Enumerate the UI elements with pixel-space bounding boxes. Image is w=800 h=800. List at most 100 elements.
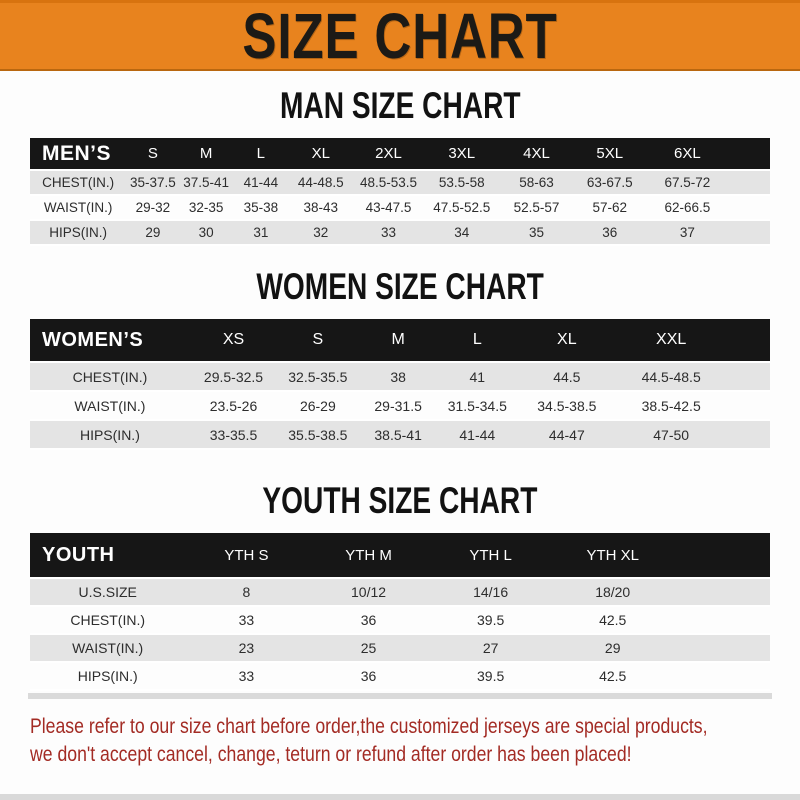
measurement-row-label: HIPS(IN.) (77, 668, 138, 684)
row-spacer (726, 362, 770, 391)
size-value-cell: 29.5-32.5 (203, 368, 264, 385)
size-value-cell: 14/16 (473, 584, 509, 600)
size-table: YOUTH YTH S YTH M YTH L YTH XL U.S.SIZE 8 10/1… (30, 533, 770, 691)
size-value-cell: 26-29 (299, 397, 336, 414)
size-value-cell: 57-62 (592, 200, 627, 215)
measurement-row-label: CHEST(IN.) (70, 612, 146, 628)
size-value-cell: 62-66.5 (664, 200, 711, 215)
size-value-cell: 41-44 (243, 175, 279, 190)
section-heading-text: YOUTH SIZE CHART (262, 480, 538, 521)
size-column-header: 5XL (596, 145, 624, 162)
size-value-cell: 47.5-52.5 (433, 200, 491, 215)
size-column-header: S (147, 145, 158, 162)
size-value-cell: 35-38 (243, 200, 279, 215)
size-value-cell: 36 (360, 668, 377, 684)
size-value-cell: 38 (390, 368, 406, 385)
women-size-chart-section: WOMEN SIZE CHART WOMEN’S XS S M L XL XXL CHEST… (0, 268, 800, 450)
size-value-cell: 48.5-53.5 (359, 175, 417, 190)
size-value-cell: 32.5-35.5 (288, 368, 348, 385)
size-value-cell: 67.5-72 (664, 175, 711, 190)
youth-size-chart-section: YOUTH SIZE CHART YOUTH YTH S YTH M YTH L YTH… (0, 482, 800, 699)
banner-title: SIZE CHART (242, 0, 558, 72)
row-spacer (674, 662, 770, 690)
size-value-cell: 35.5-38.5 (288, 426, 348, 443)
size-value-cell: 38-43 (303, 200, 339, 215)
section-heading: YOUTH SIZE CHART (0, 482, 800, 520)
measurement-row-label: HIPS(IN.) (49, 225, 107, 240)
measurement-row: HIPS(IN.) 29 30 31 32 33 34 35 36 37 (30, 220, 770, 245)
size-value-cell: 42.5 (599, 668, 627, 684)
section-heading: MAN SIZE CHART (0, 87, 800, 125)
size-column-header: L (472, 331, 482, 348)
size-column-header: 3XL (448, 145, 476, 162)
row-spacer (729, 220, 770, 245)
youth-table-title: YOUTH (42, 543, 115, 566)
section-heading-text: WOMEN SIZE CHART (256, 266, 544, 307)
banner: SIZE CHART (0, 0, 800, 71)
measurement-row-label: U.S.SIZE (78, 584, 137, 600)
row-spacer (674, 578, 770, 606)
size-value-cell: 37 (679, 225, 695, 240)
size-column-header: XS (222, 331, 245, 348)
size-value-cell: 38.5-41 (374, 426, 422, 443)
size-value-cell: 25 (360, 640, 377, 656)
size-column-header: XL (311, 145, 330, 162)
row-spacer (729, 195, 770, 220)
section-heading-text: MAN SIZE CHART (279, 85, 521, 126)
size-value-cell: 52.5-57 (513, 200, 560, 215)
row-spacer (729, 170, 770, 195)
measurement-row-label: CHEST(IN.) (72, 368, 148, 385)
size-value-cell: 32-35 (188, 200, 224, 215)
size-value-cell: 33 (380, 225, 396, 240)
size-value-cell: 39.5 (477, 668, 505, 684)
size-value-cell: 47-50 (653, 426, 690, 443)
size-table: MEN’S S M L XL 2XL 3XL 4XL 5XL 6XL CHEST(IN.) 35-3… (30, 138, 770, 246)
size-value-cell: 32 (313, 225, 329, 240)
size-value-cell: 44-47 (548, 426, 585, 443)
measurement-row: U.S.SIZE 8 10/12 14/16 18/20 (30, 578, 770, 606)
size-value-cell: 63-67.5 (586, 175, 633, 190)
table-bottom-strip (28, 693, 772, 699)
size-table: WOMEN’S XS S M L XL XXL CHEST(IN.) 29.5-32.5 32.… (30, 319, 770, 450)
size-value-cell: 23.5-26 (209, 397, 258, 414)
size-value-cell: 29 (604, 640, 621, 656)
size-value-cell: 39.5 (477, 612, 505, 628)
size-column-header: M (199, 145, 213, 162)
size-value-cell: 42.5 (599, 612, 627, 628)
notice-line-1: Please refer to our size chart before or… (30, 715, 708, 738)
size-value-cell: 44.5-48.5 (641, 368, 701, 385)
measurement-row-label: WAIST(IN.) (74, 397, 146, 414)
measurement-row: WAIST(IN.) 29-32 32-35 35-38 38-43 43-47.5 47.… (30, 195, 770, 220)
header-spacer (729, 138, 770, 170)
size-value-cell: 34 (454, 225, 470, 240)
header-spacer (674, 533, 770, 578)
size-value-cell: 37.5-41 (183, 175, 229, 190)
men-table-title: MEN’S (42, 141, 112, 165)
size-value-cell: 29-32 (135, 200, 171, 215)
order-notice: Please refer to our size chart before or… (30, 713, 800, 769)
size-chart-sections: MAN SIZE CHART MEN’S S M L XL 2XL 3XL 4XL 5XL 6XL… (0, 87, 800, 699)
row-spacer (674, 634, 770, 662)
size-value-cell: 27 (482, 640, 499, 656)
size-value-cell: 29-31.5 (374, 397, 422, 414)
size-value-cell: 41-44 (459, 426, 496, 443)
measurement-row: CHEST(IN.) 29.5-32.5 32.5-35.5 38 41 44.5 44.5… (30, 362, 770, 391)
size-value-cell: 29 (145, 225, 161, 240)
measurement-row-label: HIPS(IN.) (79, 426, 140, 443)
size-value-cell: 53.5-58 (438, 175, 485, 190)
size-value-cell: 38.5-42.5 (641, 397, 701, 414)
size-value-cell: 44.5 (553, 368, 581, 385)
measurement-row: HIPS(IN.) 33 36 39.5 42.5 (30, 662, 770, 690)
size-value-cell: 8 (242, 584, 251, 600)
size-column-header: 2XL (375, 145, 402, 162)
size-value-cell: 33 (238, 612, 255, 628)
row-spacer (726, 391, 770, 420)
size-value-cell: 41 (469, 368, 486, 385)
women-table-title: WOMEN’S (42, 328, 144, 351)
bottom-strip (0, 794, 800, 800)
size-column-header: XXL (656, 331, 687, 348)
size-header-row: WOMEN’S XS S M L XL XXL (30, 319, 770, 362)
size-value-cell: 36 (602, 225, 618, 240)
measurement-row-label: WAIST(IN.) (72, 640, 144, 656)
